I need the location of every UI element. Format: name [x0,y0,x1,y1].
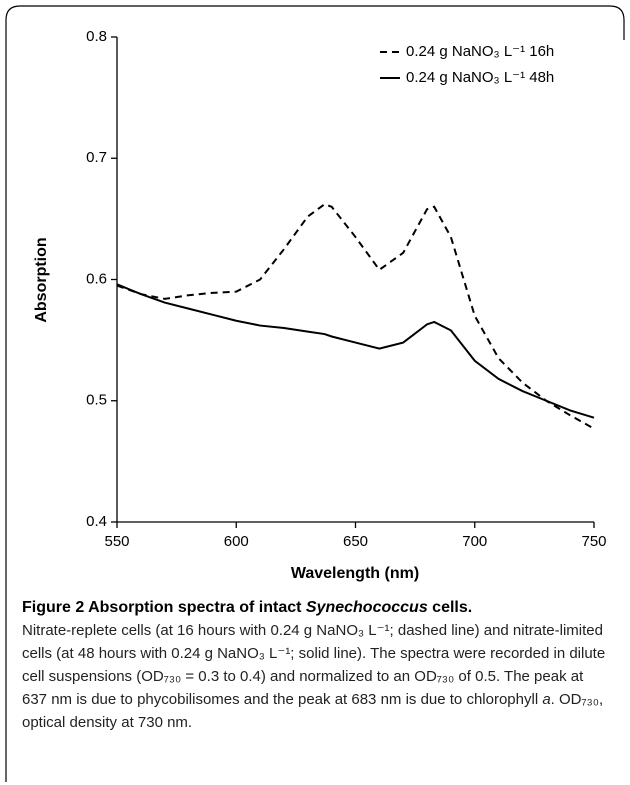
y-tick-label: 0.5 [86,392,107,409]
y-tick-label: 0.8 [86,28,107,45]
caption-title-text: Figure 2 Absorption spectra of intact [22,599,306,616]
x-axis-title: Wavelength (nm) [291,565,419,582]
caption-title: Figure 2 Absorption spectra of intact Sy… [22,599,472,616]
caption-text: Nitrate-replete cells (at 16 hours with … [22,622,606,708]
y-tick-label: 0.6 [86,270,107,287]
caption-text: . OD₇₃₀, optical density at 730 nm. [22,691,604,731]
caption-italic: a [542,691,551,708]
y-tick-label: 0.4 [86,513,107,530]
legend-label: 0.24 g NaNO₃ L⁻¹ 16h [406,43,554,60]
x-tick-label: 700 [462,533,487,550]
caption-title-italic: Synechococcus [305,599,428,616]
y-axis-title: Absorption [33,237,50,322]
series-line [116,203,595,430]
y-tick-label: 0.7 [86,149,107,166]
x-tick-label: 650 [343,533,368,550]
x-tick-label: 750 [581,533,606,550]
frame [5,5,625,782]
caption: Figure 2 Absorption spectra of intact Sy… [22,596,612,734]
x-tick-label: 550 [104,533,129,550]
x-tick-label: 600 [224,533,249,550]
series-line [116,283,595,419]
caption-title-text: cells. [427,599,473,616]
legend-label: 0.24 g NaNO₃ L⁻¹ 48h [406,69,554,86]
